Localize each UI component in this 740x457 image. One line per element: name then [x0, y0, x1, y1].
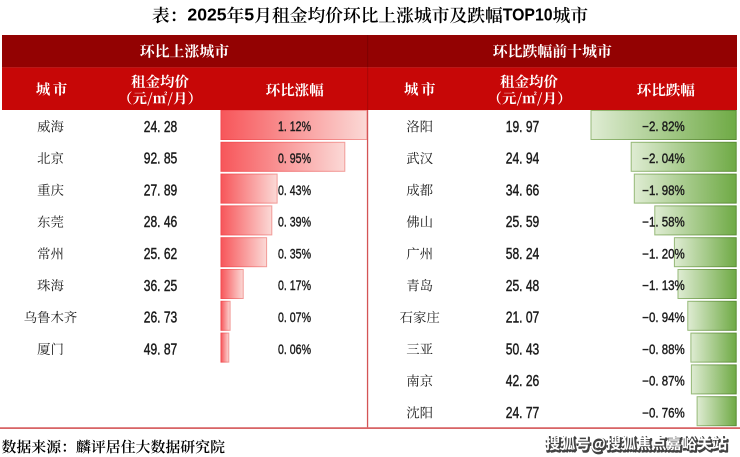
svg-text:36. 25: 36. 25 [144, 278, 178, 295]
svg-text:−0. 76%: −0. 76% [642, 405, 685, 420]
svg-text:21. 07: 21. 07 [506, 310, 540, 327]
svg-text:25. 48: 25. 48 [506, 278, 540, 295]
svg-text:28. 46: 28. 46 [144, 214, 178, 231]
svg-text:−0. 87%: −0. 87% [642, 374, 685, 389]
svg-text:19. 97: 19. 97 [506, 119, 540, 136]
svg-text:24. 28: 24. 28 [144, 119, 178, 136]
svg-text:92. 85: 92. 85 [144, 151, 178, 168]
svg-text:−1. 13%: −1. 13% [642, 278, 685, 293]
svg-text:0. 17%: 0. 17% [278, 278, 311, 293]
svg-text:5: 5 [244, 5, 254, 25]
svg-text:24. 77: 24. 77 [506, 405, 540, 422]
svg-text:0. 06%: 0. 06% [278, 342, 311, 357]
svg-text:−0. 88%: −0. 88% [642, 342, 685, 357]
svg-text:25. 59: 25. 59 [506, 214, 540, 231]
svg-text:27. 89: 27. 89 [144, 182, 178, 199]
svg-text:49. 87: 49. 87 [144, 341, 178, 358]
svg-text:−2. 04%: −2. 04% [642, 151, 685, 166]
svg-text:24. 94: 24. 94 [506, 151, 540, 168]
svg-text:−2. 82%: −2. 82% [642, 119, 685, 134]
svg-text:−1. 98%: −1. 98% [642, 183, 685, 198]
svg-text:26. 73: 26. 73 [144, 310, 178, 327]
svg-text:58. 24: 58. 24 [506, 246, 540, 263]
svg-text:−0. 94%: −0. 94% [642, 310, 685, 325]
svg-text:0. 39%: 0. 39% [278, 215, 311, 230]
svg-text:0. 43%: 0. 43% [278, 183, 311, 198]
svg-text:50. 43: 50. 43 [506, 341, 540, 358]
svg-text:0. 95%: 0. 95% [278, 151, 311, 166]
svg-text:−1. 20%: −1. 20% [642, 246, 685, 261]
svg-text:0. 35%: 0. 35% [278, 246, 311, 261]
svg-text:TOP10: TOP10 [503, 5, 553, 25]
svg-text:2025: 2025 [187, 5, 226, 25]
svg-text:25. 62: 25. 62 [144, 246, 178, 263]
svg-text:1. 12%: 1. 12% [278, 119, 311, 134]
svg-text:−1. 58%: −1. 58% [642, 215, 685, 230]
svg-text:34. 66: 34. 66 [506, 182, 540, 199]
svg-text:0. 07%: 0. 07% [278, 310, 311, 325]
svg-text:42. 26: 42. 26 [506, 373, 540, 390]
